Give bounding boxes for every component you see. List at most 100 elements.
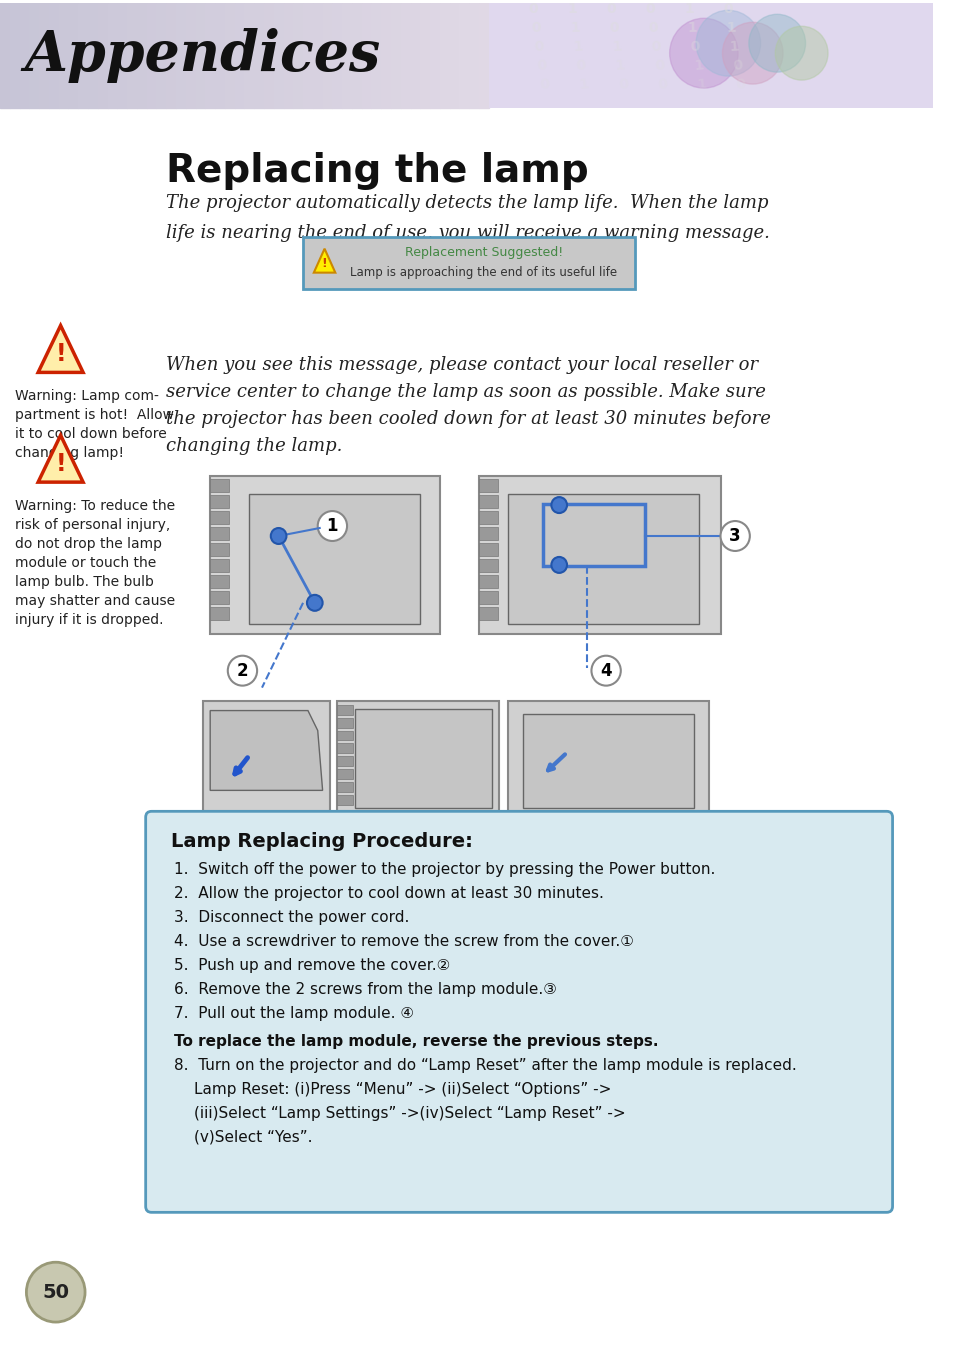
Bar: [244, 3, 253, 108]
Text: 1: 1: [615, 58, 625, 73]
Bar: [234, 3, 244, 108]
Bar: [337, 743, 353, 753]
Bar: [214, 3, 225, 108]
Text: 1: 1: [686, 20, 697, 35]
Polygon shape: [38, 435, 83, 482]
Circle shape: [307, 594, 322, 611]
Bar: [361, 3, 371, 108]
Circle shape: [27, 1262, 85, 1322]
Bar: [166, 3, 175, 108]
Text: Warning: Lamp com-: Warning: Lamp com-: [14, 390, 158, 403]
Text: 3: 3: [729, 527, 740, 546]
Bar: [439, 3, 449, 108]
Text: may shatter and cause: may shatter and cause: [14, 594, 174, 608]
Bar: [337, 783, 353, 792]
Text: 1: 1: [326, 517, 337, 535]
Text: Warning: To reduce the: Warning: To reduce the: [14, 500, 174, 513]
Bar: [117, 3, 127, 108]
Text: 0: 0: [605, 3, 615, 16]
Bar: [108, 3, 117, 108]
Text: 0: 0: [647, 20, 658, 35]
Bar: [478, 496, 497, 508]
Circle shape: [721, 22, 782, 84]
Bar: [391, 3, 400, 108]
Bar: [205, 3, 214, 108]
Bar: [337, 704, 353, 715]
Text: 0: 0: [608, 20, 618, 35]
Bar: [225, 3, 234, 108]
Bar: [78, 3, 88, 108]
Text: When you see this message, please contact your local reseller or: When you see this message, please contac…: [166, 356, 758, 375]
Bar: [49, 3, 58, 108]
Bar: [478, 479, 497, 492]
Text: 0: 0: [530, 20, 540, 35]
Bar: [337, 731, 353, 741]
Text: partment is hot!  Allow: partment is hot! Allow: [14, 409, 173, 422]
Bar: [264, 3, 274, 108]
Bar: [322, 3, 332, 108]
Text: 1.  Switch off the power to the projector by pressing the Power button.: 1. Switch off the power to the projector…: [173, 862, 715, 877]
Circle shape: [228, 655, 257, 685]
Text: 2: 2: [236, 662, 248, 680]
Text: 1: 1: [573, 39, 582, 54]
FancyBboxPatch shape: [355, 708, 491, 808]
Text: 0: 0: [657, 77, 667, 92]
FancyBboxPatch shape: [0, 3, 932, 108]
Bar: [69, 3, 78, 108]
Circle shape: [669, 18, 738, 88]
Polygon shape: [314, 249, 335, 272]
Text: changing lamp!: changing lamp!: [14, 447, 124, 460]
Bar: [293, 3, 303, 108]
Text: !: !: [55, 452, 66, 477]
Bar: [430, 3, 439, 108]
Bar: [478, 543, 497, 556]
Bar: [127, 3, 136, 108]
Text: 1: 1: [693, 58, 703, 73]
Bar: [400, 3, 410, 108]
Text: 0: 0: [534, 39, 543, 54]
Bar: [478, 559, 497, 571]
FancyBboxPatch shape: [210, 477, 439, 634]
Circle shape: [720, 521, 749, 551]
FancyBboxPatch shape: [0, 108, 932, 1354]
Bar: [30, 3, 39, 108]
Bar: [58, 3, 69, 108]
Bar: [274, 3, 283, 108]
FancyBboxPatch shape: [522, 714, 694, 808]
Bar: [337, 769, 353, 780]
FancyBboxPatch shape: [146, 811, 892, 1212]
Text: 0: 0: [537, 58, 547, 73]
Text: 7.  Pull out the lamp module. ④: 7. Pull out the lamp module. ④: [173, 1006, 414, 1021]
Bar: [342, 3, 352, 108]
Text: Lamp Reset: (i)Press “Menu” -> (ii)Select “Options” ->: Lamp Reset: (i)Press “Menu” -> (ii)Selec…: [193, 1082, 610, 1097]
Circle shape: [591, 655, 620, 685]
Bar: [283, 3, 293, 108]
Bar: [210, 559, 229, 571]
Text: risk of personal injury,: risk of personal injury,: [14, 519, 170, 532]
Bar: [210, 527, 229, 540]
Text: life is nearing the end of use, you will receive a warning message.: life is nearing the end of use, you will…: [166, 223, 769, 242]
Circle shape: [775, 26, 827, 80]
FancyBboxPatch shape: [508, 700, 708, 815]
Text: service center to change the lamp as soon as possible. Make sure: service center to change the lamp as soo…: [166, 383, 765, 401]
Text: 8.  Turn on the projector and do “Lamp Reset” after the lamp module is replaced.: 8. Turn on the projector and do “Lamp Re…: [173, 1057, 796, 1072]
Bar: [478, 607, 497, 620]
Bar: [210, 479, 229, 492]
Text: 4: 4: [599, 662, 611, 680]
FancyBboxPatch shape: [303, 237, 635, 288]
Bar: [39, 3, 49, 108]
Text: 5.  Push up and remove the cover.②: 5. Push up and remove the cover.②: [173, 959, 450, 974]
Circle shape: [551, 497, 566, 513]
Text: (v)Select “Yes”.: (v)Select “Yes”.: [193, 1129, 312, 1144]
Bar: [210, 575, 229, 588]
Text: injury if it is dropped.: injury if it is dropped.: [14, 613, 163, 627]
Bar: [195, 3, 205, 108]
Bar: [469, 3, 478, 108]
Text: lamp bulb. The bulb: lamp bulb. The bulb: [14, 575, 153, 589]
FancyBboxPatch shape: [337, 700, 498, 815]
Text: Replacing the lamp: Replacing the lamp: [166, 152, 588, 190]
Text: changing the lamp.: changing the lamp.: [166, 437, 342, 455]
Text: (iii)Select “Lamp Settings” ->(iv)Select “Lamp Reset” ->: (iii)Select “Lamp Settings” ->(iv)Select…: [193, 1106, 624, 1121]
Bar: [381, 3, 391, 108]
Text: 1: 1: [683, 3, 694, 16]
